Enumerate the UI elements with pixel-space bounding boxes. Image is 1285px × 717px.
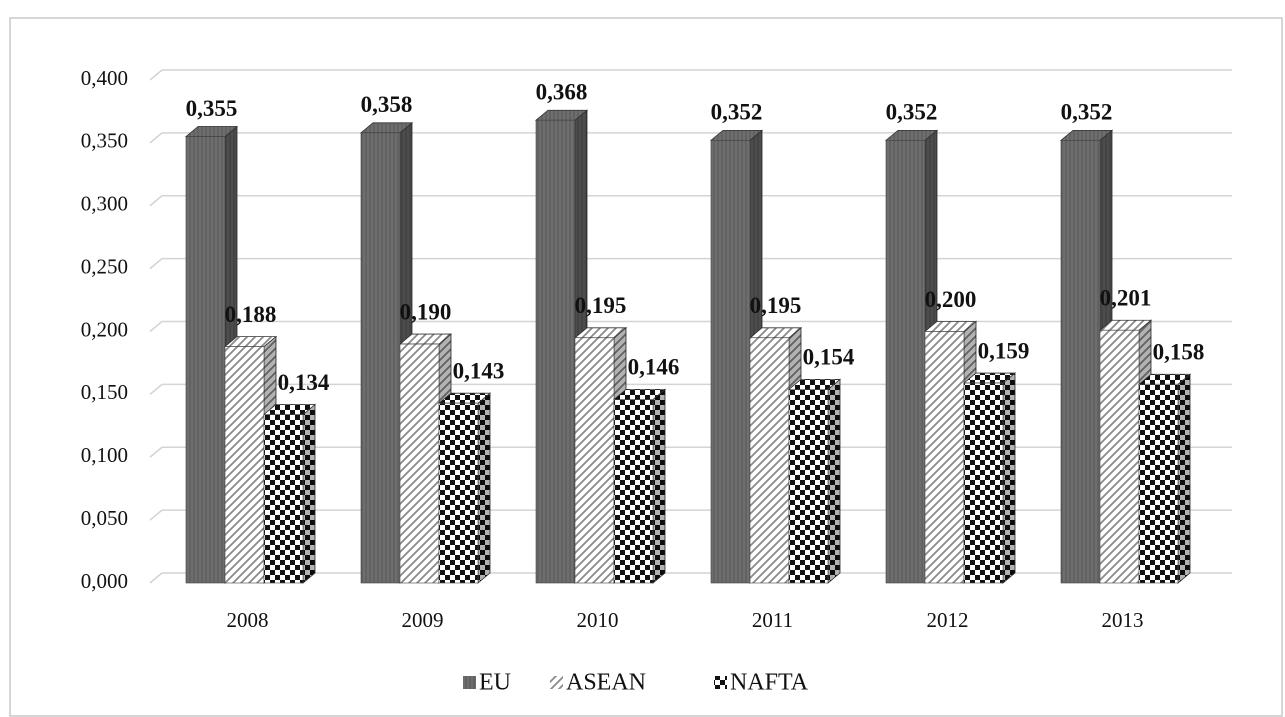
bar-3d: [262, 403, 317, 584]
value-label: 0,188: [225, 302, 277, 327]
bar: [710, 140, 751, 584]
grid-depth: [149, 69, 163, 81]
value-label: 0,368: [536, 80, 588, 105]
bar: [438, 402, 479, 584]
value-label: 0,358: [361, 92, 413, 117]
bar-3d: [962, 372, 1017, 584]
bar-3d: [1137, 373, 1192, 584]
x-tick-label: 2010: [577, 608, 619, 632]
legend-label: EU: [479, 670, 511, 696]
x-tick-label: 2012: [927, 608, 969, 632]
legend-swatch: [550, 676, 563, 689]
value-label: 0,352: [886, 100, 938, 125]
legend-swatch: [714, 676, 727, 689]
value-label: 0,158: [1153, 340, 1205, 365]
bar: [263, 414, 304, 584]
value-label: 0,134: [278, 370, 330, 395]
value-label: 0,190: [400, 299, 452, 324]
x-tick-label: 2009: [402, 608, 444, 632]
bar: [399, 343, 440, 584]
y-tick-label: 0,000: [81, 569, 128, 593]
bar-3d: [612, 388, 667, 584]
grid-depth: [149, 509, 163, 521]
bar-side: [302, 403, 316, 584]
bar-side: [1002, 372, 1016, 584]
y-tick-label: 0,250: [81, 254, 128, 278]
legend-label: NAFTA: [730, 670, 809, 696]
bar-side: [652, 388, 666, 584]
bar: [963, 382, 1004, 584]
bar: [885, 140, 926, 584]
grid-depth: [149, 572, 163, 584]
bar: [185, 136, 226, 584]
bar: [535, 119, 576, 584]
grid-depth: [149, 446, 163, 458]
value-label: 0,143: [453, 358, 505, 383]
bar: [1138, 384, 1179, 584]
bar-side: [1177, 373, 1191, 584]
bar: [1099, 329, 1140, 584]
bar: [224, 346, 265, 584]
x-tick-label: 2008: [227, 608, 269, 632]
y-tick-label: 0,400: [81, 66, 128, 90]
bar-side: [477, 392, 491, 584]
bar: [613, 399, 654, 584]
y-tick-label: 0,350: [81, 129, 128, 153]
bar: [749, 337, 790, 584]
bar-3d: [787, 378, 842, 584]
grid-depth: [149, 383, 163, 395]
value-label: 0,352: [1061, 100, 1113, 125]
bar-3d: [437, 392, 492, 584]
grid-depth: [149, 195, 163, 207]
bar: [924, 331, 965, 584]
value-label: 0,201: [1100, 286, 1152, 311]
bar: [788, 389, 829, 584]
y-tick-label: 0,200: [81, 317, 128, 341]
bar-side: [827, 378, 841, 584]
legend-label: ASEAN: [566, 670, 646, 696]
value-label: 0,200: [925, 287, 977, 312]
bar: [1060, 140, 1101, 584]
y-tick-label: 0,300: [81, 192, 128, 216]
value-label: 0,352: [711, 100, 763, 125]
grid-depth: [149, 132, 163, 144]
bar: [574, 337, 615, 584]
value-label: 0,154: [803, 345, 855, 370]
grid-depth: [149, 320, 163, 333]
y-tick-label: 0,100: [81, 443, 128, 467]
value-label: 0,195: [575, 293, 627, 318]
x-tick-label: 2013: [1102, 608, 1144, 632]
x-tick-label: 2011: [752, 608, 793, 632]
y-tick-label: 0,150: [81, 380, 128, 404]
grid-depth: [149, 258, 163, 270]
legend-swatch: [463, 676, 476, 689]
value-label: 0,195: [750, 293, 802, 318]
value-label: 0,159: [978, 338, 1030, 363]
bar: [360, 132, 401, 584]
value-label: 0,355: [186, 96, 238, 121]
bar-3d: [534, 109, 589, 584]
value-label: 0,146: [628, 355, 680, 380]
y-tick-label: 0,050: [81, 506, 128, 530]
